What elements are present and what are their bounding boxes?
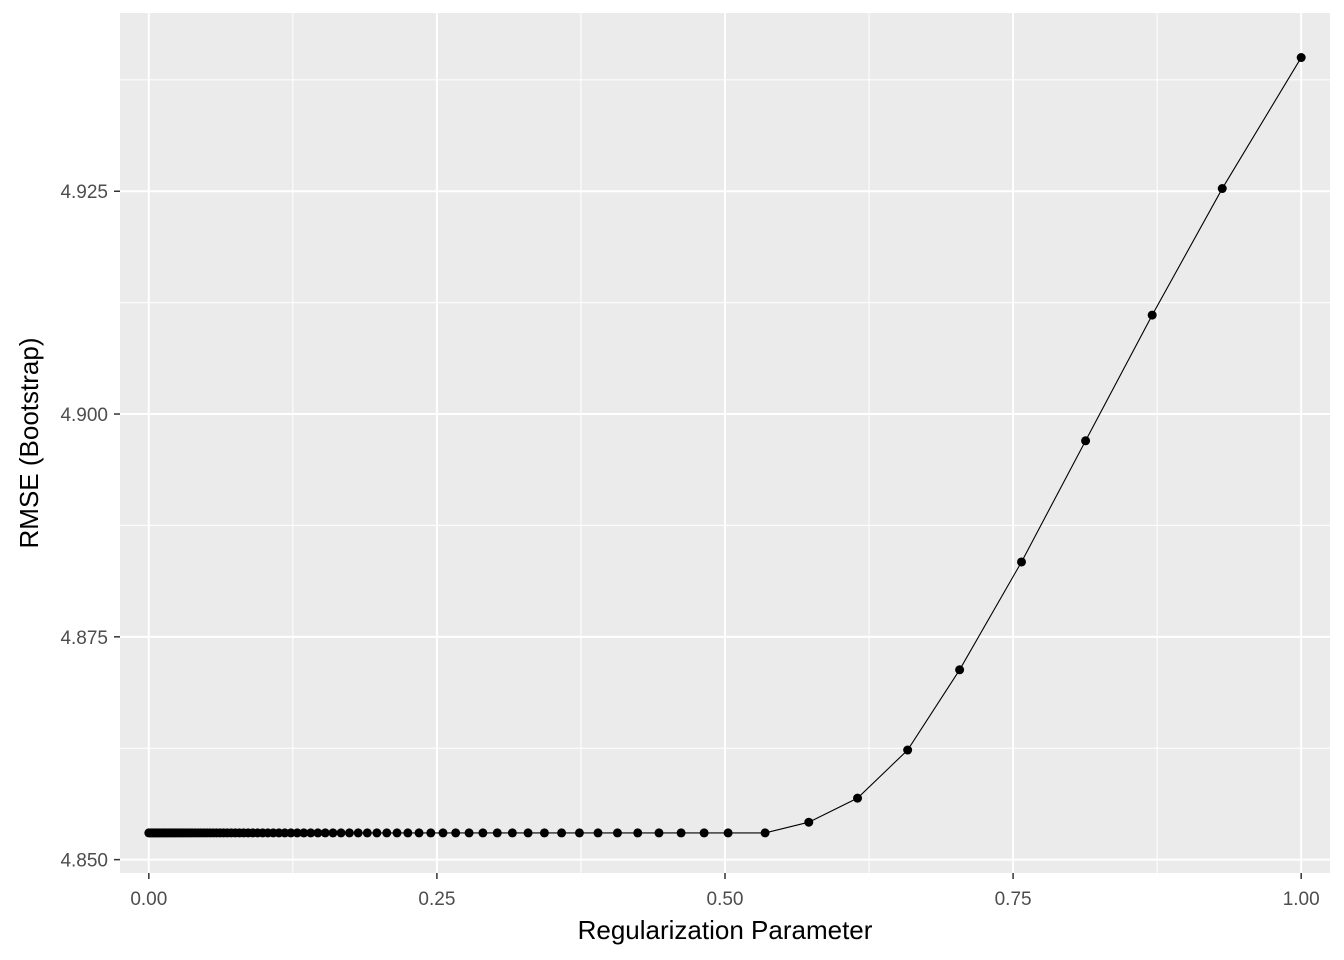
y-axis-ticks: 4.850 4.875 4.900 4.925 [60,182,120,872]
data-point [292,828,302,838]
y-tick-label: 4.850 [60,851,108,872]
x-tick-label: 0.25 [418,889,455,910]
data-point [492,828,502,838]
data-point [676,828,686,838]
data-point [903,745,913,755]
x-tick-label: 0.75 [995,889,1032,910]
data-point [699,828,709,838]
data-point [451,828,461,838]
data-point [362,828,372,838]
data-point [306,828,316,838]
data-point [955,665,965,675]
major-grid-x [147,13,1303,873]
x-axis-title: Regularization Parameter [578,915,873,945]
data-point [1217,184,1227,194]
y-axis-title: RMSE (Bootstrap) [14,338,44,549]
data-point [760,828,770,838]
y-tick-label: 4.875 [60,628,108,649]
data-point [557,828,567,838]
major-grid-y [120,190,1330,861]
data-point [414,828,424,838]
data-point [612,828,622,838]
data-point [1296,53,1306,63]
data-point [438,828,448,838]
data-point [574,828,584,838]
data-point [344,828,354,838]
data-point [523,828,533,838]
data-point [853,793,863,803]
data-point [320,828,330,838]
x-tick-label: 1.00 [1283,889,1320,910]
x-tick-label: 0.00 [130,889,167,910]
y-tick-label: 4.900 [60,405,108,426]
y-tick-label: 4.925 [60,182,108,203]
data-point [593,828,603,838]
data-point [403,828,413,838]
data-point [426,828,436,838]
data-point [464,828,474,838]
data-point [336,828,346,838]
data-point [654,828,664,838]
x-tick-label: 0.50 [707,889,744,910]
data-point [353,828,363,838]
rmse-points [144,53,1306,838]
data-point [478,828,488,838]
data-point [372,828,382,838]
data-point [633,828,643,838]
data-point [328,828,338,838]
data-point [382,828,392,838]
data-point [723,828,733,838]
data-point [507,828,517,838]
data-point [313,828,323,838]
data-point [539,828,549,838]
data-point [1147,310,1157,320]
data-point [1081,436,1091,446]
data-point [299,828,309,838]
minor-grid-x [292,13,1158,873]
data-point [286,828,296,838]
data-point [1017,557,1027,567]
data-point [804,817,814,827]
x-axis-ticks: 0.00 0.25 0.50 0.75 1.00 [130,873,1320,910]
data-point [392,828,402,838]
